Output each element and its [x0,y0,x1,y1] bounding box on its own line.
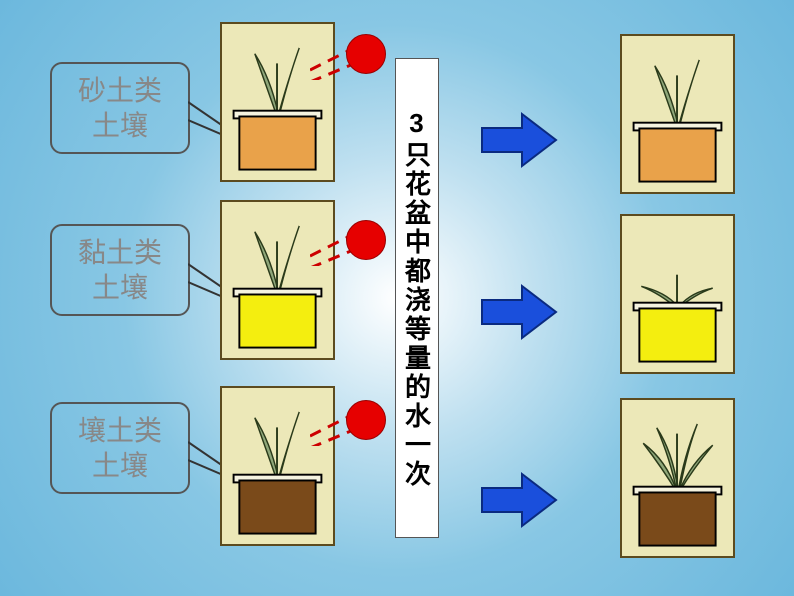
arrow-right-icon [480,110,558,170]
water-dot-icon [346,220,386,260]
pot-after [620,34,735,194]
pot-before [220,386,335,546]
pot-after [620,398,735,558]
soil-label: 壤土类土壤 [50,402,190,494]
soil-label: 砂土类土壤 [50,62,190,154]
arrow-right-icon [480,282,558,342]
pot-before [220,200,335,360]
soil-label: 黏土类土壤 [50,224,190,316]
water-dot-icon [346,34,386,74]
center-caption: 3只花盆中都浇等量的水一次 [395,58,439,538]
pot-after [620,214,735,374]
pot-before [220,22,335,182]
arrow-right-icon [480,470,558,530]
water-dot-icon [346,400,386,440]
